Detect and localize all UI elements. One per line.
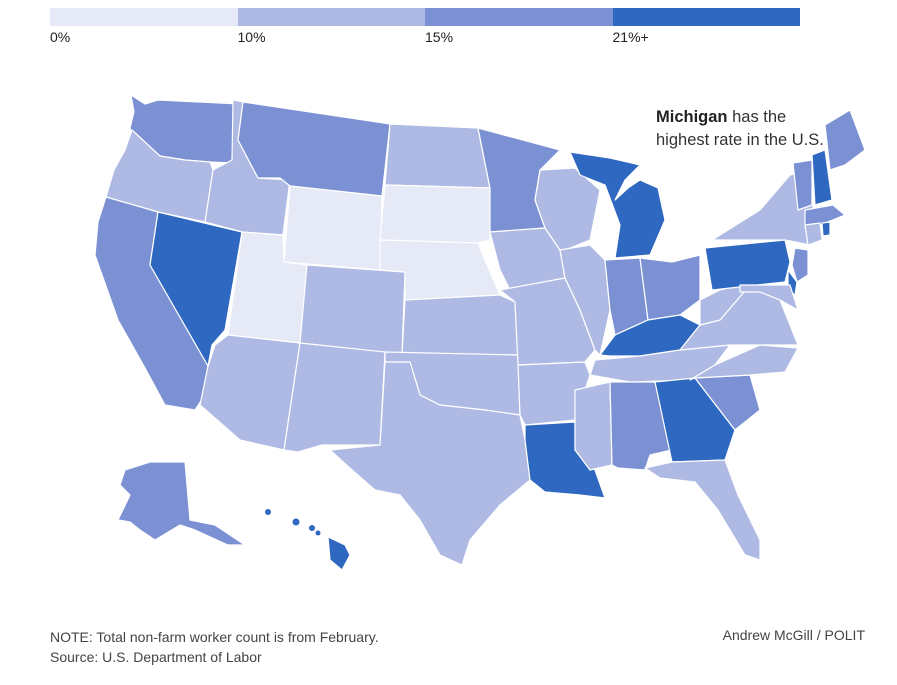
state-maryland xyxy=(739,284,799,311)
legend-label-10: 10% xyxy=(237,29,266,45)
hawaii-island-3 xyxy=(315,530,321,536)
state-north-dakota xyxy=(384,123,491,189)
legend-swatch-10 xyxy=(237,8,425,26)
state-new-mexico xyxy=(283,342,386,453)
footer-source: Source: U.S. Department of Labor xyxy=(50,649,262,665)
state-maine xyxy=(824,109,866,171)
state-south-dakota xyxy=(379,184,491,244)
state-alaska xyxy=(117,461,246,546)
state-florida xyxy=(644,459,761,561)
legend-label-21: 21%+ xyxy=(612,29,649,45)
state-ohio xyxy=(639,254,701,321)
state-wyoming xyxy=(283,185,383,271)
hawaii-island-1 xyxy=(292,518,300,526)
annotation-bold: Michigan xyxy=(656,108,728,126)
state-connecticut xyxy=(804,222,823,246)
state-mississippi xyxy=(574,381,613,471)
state-pennsylvania xyxy=(704,239,791,291)
state-kansas xyxy=(401,294,519,356)
state-vermont xyxy=(792,159,813,211)
state-hawaii xyxy=(327,536,351,571)
state-new-hampshire xyxy=(811,149,833,206)
legend: 0% 10% 15% 21%+ xyxy=(50,8,800,48)
footer-credit: Andrew McGill / POLIT xyxy=(722,627,865,643)
hawaii-island-2 xyxy=(309,525,315,531)
legend-swatch-21 xyxy=(612,8,800,26)
footer-note: NOTE: Total non-farm worker count is fro… xyxy=(50,629,379,645)
legend-label-0: 0% xyxy=(50,29,71,45)
legend-swatch-0 xyxy=(50,8,238,26)
footer-notes: NOTE: Total non-farm worker count is fro… xyxy=(50,627,379,667)
state-michigan xyxy=(569,151,666,259)
state-colorado xyxy=(299,264,406,356)
legend-label-15: 15% xyxy=(425,29,454,45)
michigan-annotation: Michigan has the highest rate in the U.S… xyxy=(656,106,831,152)
state-rhode-island xyxy=(821,221,831,237)
state-north-carolina xyxy=(689,344,799,381)
annotation-text: has the highest rate in the U.S. xyxy=(656,108,824,149)
state-massachusetts xyxy=(804,204,846,226)
legend-swatch-15 xyxy=(425,8,613,26)
state-arizona xyxy=(199,334,301,451)
state-new-jersey xyxy=(791,247,809,283)
state-texas xyxy=(329,361,531,566)
state-georgia xyxy=(654,377,736,463)
hawaii-island-0 xyxy=(265,509,271,515)
